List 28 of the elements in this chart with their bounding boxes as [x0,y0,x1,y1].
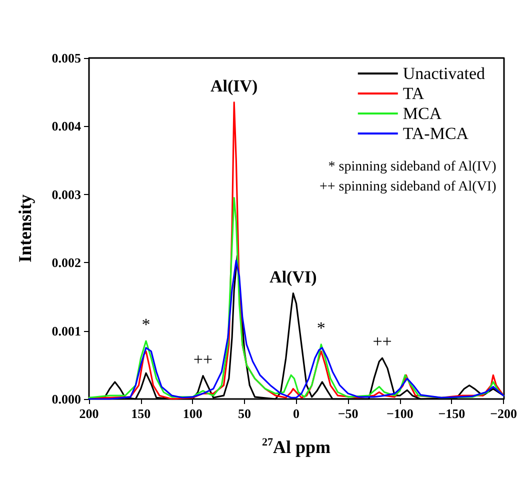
annotation: ++ spinning sideband of Al(VI) [319,180,497,194]
annotation: Al(IV) [210,76,258,96]
x-tick-label: −50 [338,406,358,421]
y-tick-label: 0.001 [52,323,81,338]
legend-label: MCA [402,104,442,123]
y-tick-label: 0.003 [52,186,82,202]
x-tick-label: 100 [182,406,202,421]
annotation: Al(VI) [270,267,317,286]
x-tick-label: 150 [131,406,151,421]
y-axis-title: Intensity [15,194,35,263]
x-tick-label: 200 [79,406,99,421]
x-tick-label: −150 [438,406,466,421]
x-tick-label: 0 [293,406,300,421]
x-tick-label: 50 [238,406,251,421]
y-tick-label: 0.005 [52,50,82,66]
legend-label: Unactivated [402,64,486,83]
y-tick-label: 0.002 [52,255,81,270]
annotation: * [316,318,326,338]
annotation: * [142,315,150,334]
y-tick-label: 0.004 [52,118,82,134]
legend-label: TA [402,84,425,103]
annotation: ++ [372,332,392,352]
annotation: ++ [193,350,213,369]
annotation: * spinning sideband of Al(IV) [328,160,497,174]
x-tick-label: −200 [490,406,518,421]
x-tick-label: −100 [386,406,414,421]
y-tick-label: 0.000 [52,392,81,406]
legend-label: TA-MCA [402,124,470,143]
